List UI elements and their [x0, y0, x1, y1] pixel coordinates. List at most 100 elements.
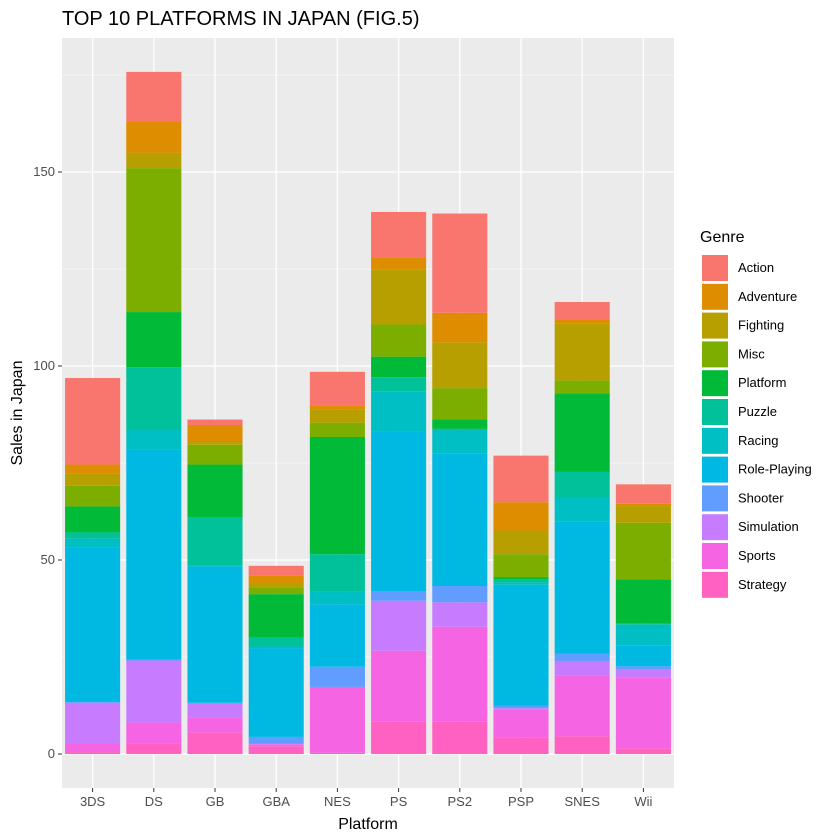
bar-psp-fighting: [493, 530, 549, 555]
bar-nes-action: [309, 371, 365, 406]
legend-item-sports: Sports: [702, 543, 776, 569]
x-axis-title: Platform: [338, 816, 398, 833]
bar-ps2-platform: [432, 419, 488, 429]
bar-nes-adventure: [309, 405, 365, 410]
x-tick-label-ps: PS: [390, 794, 408, 809]
bar-nes-puzzle: [309, 554, 365, 592]
x-tick-label-gb: GB: [206, 794, 225, 809]
y-tick-label: 100: [33, 358, 55, 373]
bar-gb-puzzle: [187, 517, 243, 566]
bar-ds-shooter: [126, 659, 182, 661]
bar-ds-puzzle: [126, 367, 182, 431]
bar-ps2-misc: [432, 388, 488, 420]
bar-gb-platform: [187, 464, 243, 518]
bar-ps2-fighting: [432, 342, 488, 389]
bar-3ds-simulation: [65, 702, 121, 744]
bar-ds-strategy: [126, 743, 182, 754]
bar-nes-fighting: [309, 409, 365, 423]
bar-ps-action: [371, 211, 427, 258]
legend-label: Platform: [738, 375, 786, 390]
bar-ds-simulation: [126, 660, 182, 723]
bar-wii-strategy: [615, 748, 671, 754]
bar-ds-platform: [126, 312, 182, 368]
legend-swatch: [702, 283, 728, 310]
bar-nes-strategy: [309, 752, 365, 754]
bar-ps-sports: [371, 650, 427, 722]
bar-gb-simulation: [187, 703, 243, 718]
legend-item-fighting: Fighting: [702, 312, 784, 339]
bar-gba-adventure: [248, 575, 304, 583]
bar-ps-strategy: [371, 721, 427, 754]
legend-item-strategy: Strategy: [702, 571, 787, 598]
bar-gb-misc: [187, 444, 243, 465]
bar-ps2-sports: [432, 626, 488, 722]
bar-gb-racing: [187, 565, 243, 567]
bar-gba-sports: [248, 744, 304, 747]
bar-ps2-simulation: [432, 602, 488, 627]
bar-ps-misc: [371, 324, 427, 357]
legend-swatch: [702, 370, 728, 397]
x-tick-label-gba: GBA: [262, 794, 290, 809]
bar-gb-role-playing: [187, 566, 243, 703]
x-axis: 3DS DS GB GBA NES PS PS2 PSP SNES Wii: [80, 788, 653, 809]
y-axis-title: Sales in Japan: [9, 361, 26, 466]
bar-ps-puzzle: [371, 377, 427, 392]
legend-label: Action: [738, 260, 774, 275]
bar-3ds-shooter: [65, 702, 121, 703]
legend-swatch: [702, 485, 728, 512]
bar-snes-strategy: [554, 736, 610, 754]
bar-wii-shooter: [615, 666, 671, 670]
bar-snes-misc: [554, 380, 610, 394]
bar-gba-racing: [248, 646, 304, 649]
bar-snes-racing: [554, 497, 610, 522]
bar-ds-role-playing: [126, 449, 182, 660]
bar-gba-role-playing: [248, 648, 304, 737]
bar-3ds-racing: [65, 538, 121, 548]
bar-3ds-puzzle: [65, 532, 121, 539]
bars: [65, 71, 671, 754]
legend: Genre Action Adventure Fighting Misc Platfor…: [700, 229, 812, 598]
y-axis: 0 50 100 150: [33, 164, 62, 761]
x-tick-label-nes: NES: [324, 794, 351, 809]
bar-ps2-adventure: [432, 312, 488, 343]
bar-psp-action: [493, 455, 549, 503]
chart-title: TOP 10 PLATFORMS IN JAPAN (FIG.5): [62, 8, 419, 30]
bar-ps-racing: [371, 391, 427, 432]
bar-snes-adventure: [554, 319, 610, 324]
bar-ps2-shooter: [432, 585, 488, 603]
bar-ds-misc: [126, 168, 182, 313]
bar-ps2-action: [432, 213, 488, 313]
bar-gba-platform: [248, 594, 304, 638]
x-tick-label-psp: PSP: [508, 794, 534, 809]
bar-3ds-misc: [65, 485, 121, 507]
bar-nes-misc: [309, 422, 365, 438]
y-tick-label: 50: [41, 552, 55, 567]
legend-item-puzzle: Puzzle: [702, 399, 777, 425]
bar-ps-simulation: [371, 600, 427, 651]
legend-swatch: [702, 456, 728, 483]
legend-label: Strategy: [738, 577, 787, 592]
bar-gba-shooter: [248, 736, 304, 744]
bar-psp-misc: [493, 554, 549, 578]
bar-wii-puzzle: [615, 623, 671, 625]
y-tick-label: 150: [33, 164, 55, 179]
bar-nes-racing: [309, 591, 365, 605]
x-tick-label-3ds: 3DS: [80, 794, 106, 809]
bar-gba-action: [248, 565, 304, 576]
legend-item-platform: Platform: [702, 370, 786, 397]
legend-label: Adventure: [738, 289, 797, 304]
bar-ps2-strategy: [432, 721, 488, 754]
bar-nes-shooter: [309, 666, 365, 687]
bar-snes-shooter: [554, 653, 610, 662]
bar-3ds-action: [65, 378, 121, 465]
bar-3ds-fighting: [65, 473, 121, 486]
legend-item-shooter: Shooter: [702, 485, 784, 512]
bar-psp-shooter: [493, 705, 549, 709]
legend-swatch: [702, 399, 728, 425]
bar-psp-puzzle: [493, 579, 549, 583]
bar-gb-sports: [187, 717, 243, 733]
bar-wii-fighting: [615, 506, 671, 523]
bar-nes-role-playing: [309, 604, 365, 667]
